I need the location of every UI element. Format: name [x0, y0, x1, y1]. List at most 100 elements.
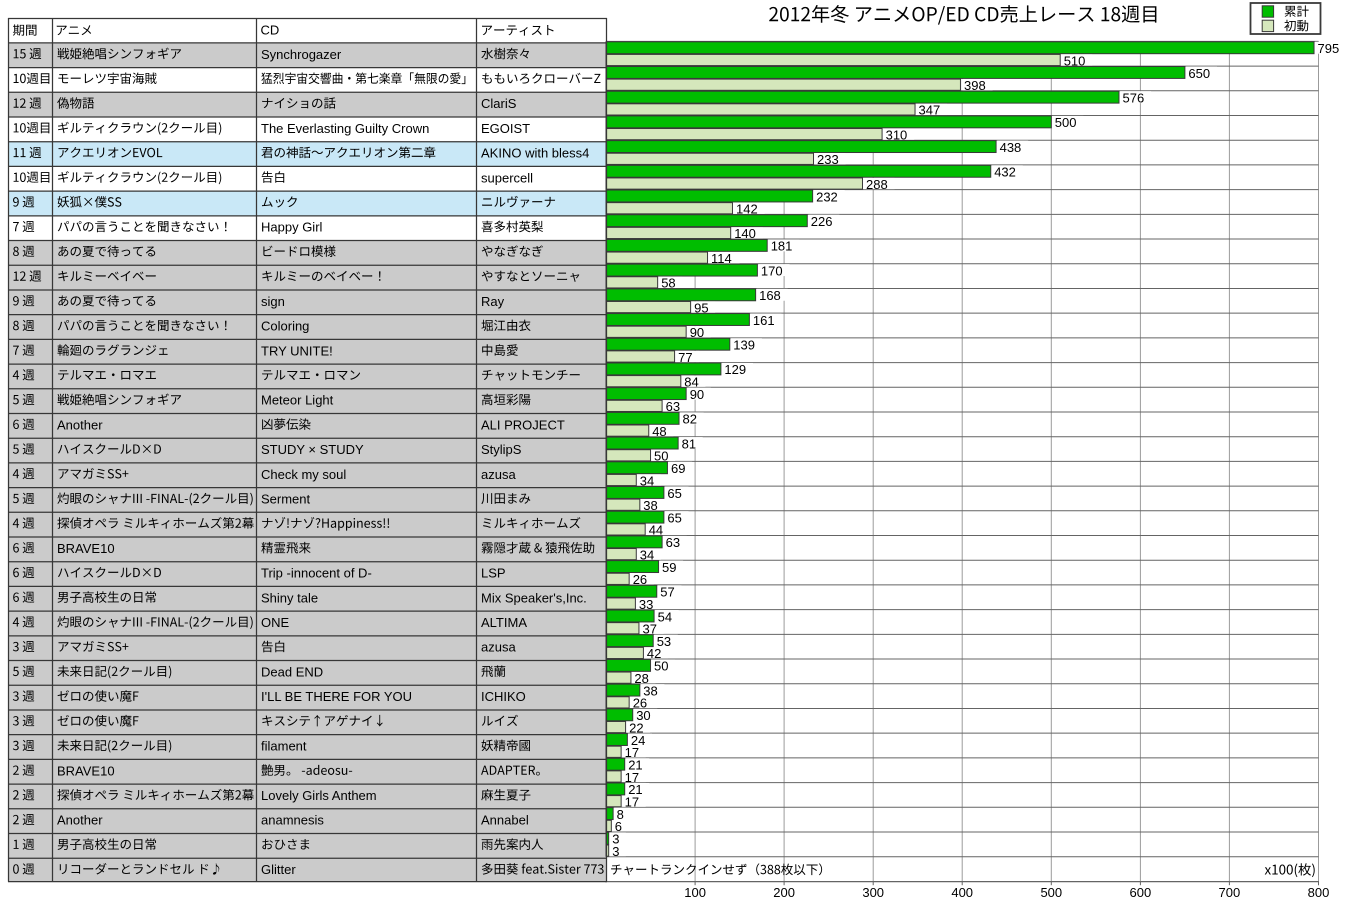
svg-text:57: 57 [660, 585, 674, 600]
svg-text:84: 84 [684, 374, 698, 389]
svg-text:TRY UNITE!: TRY UNITE! [261, 343, 333, 358]
svg-text:65: 65 [667, 510, 681, 525]
svg-text:44: 44 [649, 523, 663, 538]
svg-text:28: 28 [634, 671, 648, 686]
svg-text:Lovely Girls Anthem: Lovely Girls Anthem [261, 788, 377, 803]
svg-text:58: 58 [661, 276, 675, 291]
svg-text:65: 65 [667, 486, 681, 501]
svg-text:50: 50 [654, 659, 668, 674]
svg-text:Glitter: Glitter [261, 862, 296, 877]
svg-text:347: 347 [919, 103, 941, 118]
svg-text:59: 59 [662, 560, 676, 575]
svg-text:Dead END: Dead END [261, 664, 323, 679]
svg-text:168: 168 [759, 288, 781, 303]
svg-text:161: 161 [753, 313, 775, 328]
svg-text:17: 17 [625, 794, 639, 809]
svg-text:38: 38 [643, 498, 657, 513]
svg-text:81: 81 [682, 436, 696, 451]
svg-text:STUDY × STUDY: STUDY × STUDY [261, 442, 364, 457]
svg-text:438: 438 [1000, 140, 1022, 155]
svg-text:AKINO with bless4: AKINO with bless4 [481, 146, 589, 161]
svg-text:600: 600 [1130, 885, 1152, 900]
svg-text:anamnesis: anamnesis [261, 813, 324, 828]
svg-text:ClariS: ClariS [481, 96, 517, 111]
svg-text:170: 170 [761, 263, 783, 278]
svg-text:azusa: azusa [481, 467, 516, 482]
svg-text:Happy Girl: Happy Girl [261, 220, 323, 235]
svg-text:BRAVE10: BRAVE10 [57, 763, 115, 778]
svg-text:82: 82 [683, 412, 697, 427]
svg-text:ALTIMA: ALTIMA [481, 615, 527, 630]
svg-text:800: 800 [1308, 885, 1330, 900]
svg-text:398: 398 [964, 78, 986, 93]
svg-text:Another: Another [57, 813, 103, 828]
svg-text:Mix Speaker's,Inc.: Mix Speaker's,Inc. [481, 590, 587, 605]
svg-text:8: 8 [617, 807, 624, 822]
svg-text:6: 6 [615, 819, 622, 834]
svg-text:EGOIST: EGOIST [481, 121, 530, 136]
svg-text:Coloring: Coloring [261, 319, 309, 334]
svg-text:54: 54 [658, 609, 672, 624]
svg-text:140: 140 [734, 226, 756, 241]
svg-text:576: 576 [1123, 90, 1145, 105]
svg-text:42: 42 [647, 646, 661, 661]
svg-text:63: 63 [666, 535, 680, 550]
svg-text:3: 3 [612, 832, 619, 847]
svg-text:69: 69 [671, 461, 685, 476]
svg-text:181: 181 [771, 239, 793, 254]
svg-text:22: 22 [629, 720, 643, 735]
svg-text:Shiny tale: Shiny tale [261, 590, 318, 605]
svg-text:300: 300 [862, 885, 884, 900]
svg-text:Check my soul: Check my soul [261, 467, 346, 482]
svg-text:ICHIKO: ICHIKO [481, 689, 526, 704]
svg-text:33: 33 [639, 597, 653, 612]
svg-text:Annabel: Annabel [481, 813, 529, 828]
svg-text:CD: CD [261, 23, 280, 38]
svg-text:34: 34 [640, 547, 654, 562]
svg-text:37: 37 [643, 622, 657, 637]
svg-text:795: 795 [1318, 41, 1340, 56]
svg-text:26: 26 [633, 696, 647, 711]
svg-text:ALI PROJECT: ALI PROJECT [481, 417, 565, 432]
svg-text:288: 288 [866, 177, 888, 192]
svg-text:24: 24 [631, 733, 645, 748]
svg-text:30: 30 [636, 708, 650, 723]
svg-text:38: 38 [643, 683, 657, 698]
svg-text:142: 142 [736, 202, 758, 217]
svg-text:The Everlasting Guilty Crown: The Everlasting Guilty Crown [261, 121, 429, 136]
svg-text:26: 26 [633, 572, 647, 587]
svg-text:53: 53 [657, 634, 671, 649]
svg-text:233: 233 [817, 152, 839, 167]
svg-text:100: 100 [684, 885, 706, 900]
svg-text:ONE: ONE [261, 615, 290, 630]
svg-text:21: 21 [628, 758, 642, 773]
svg-text:supercell: supercell [481, 170, 533, 185]
svg-text:Ray: Ray [481, 294, 505, 309]
svg-text:700: 700 [1219, 885, 1241, 900]
svg-text:500: 500 [1055, 115, 1077, 130]
svg-text:34: 34 [640, 473, 654, 488]
svg-text:3: 3 [612, 844, 619, 859]
svg-text:48: 48 [652, 424, 666, 439]
svg-text:510: 510 [1064, 53, 1086, 68]
svg-text:139: 139 [733, 338, 755, 353]
svg-text:Meteor Light: Meteor Light [261, 393, 334, 408]
svg-text:sign: sign [261, 294, 285, 309]
svg-text:21: 21 [628, 782, 642, 797]
svg-text:I'LL BE THERE FOR YOU: I'LL BE THERE FOR YOU [261, 689, 412, 704]
svg-text:650: 650 [1188, 66, 1210, 81]
svg-text:50: 50 [654, 449, 668, 464]
svg-text:232: 232 [816, 189, 838, 204]
svg-text:63: 63 [666, 399, 680, 414]
svg-text:226: 226 [811, 214, 833, 229]
svg-text:90: 90 [690, 387, 704, 402]
svg-text:432: 432 [994, 165, 1016, 180]
svg-text:310: 310 [886, 127, 908, 142]
svg-text:17: 17 [625, 770, 639, 785]
svg-text:Serment: Serment [261, 492, 311, 507]
svg-text:400: 400 [951, 885, 973, 900]
svg-text:StylipS: StylipS [481, 442, 522, 457]
svg-text:90: 90 [690, 325, 704, 340]
svg-text:77: 77 [678, 350, 692, 365]
svg-text:129: 129 [724, 362, 746, 377]
